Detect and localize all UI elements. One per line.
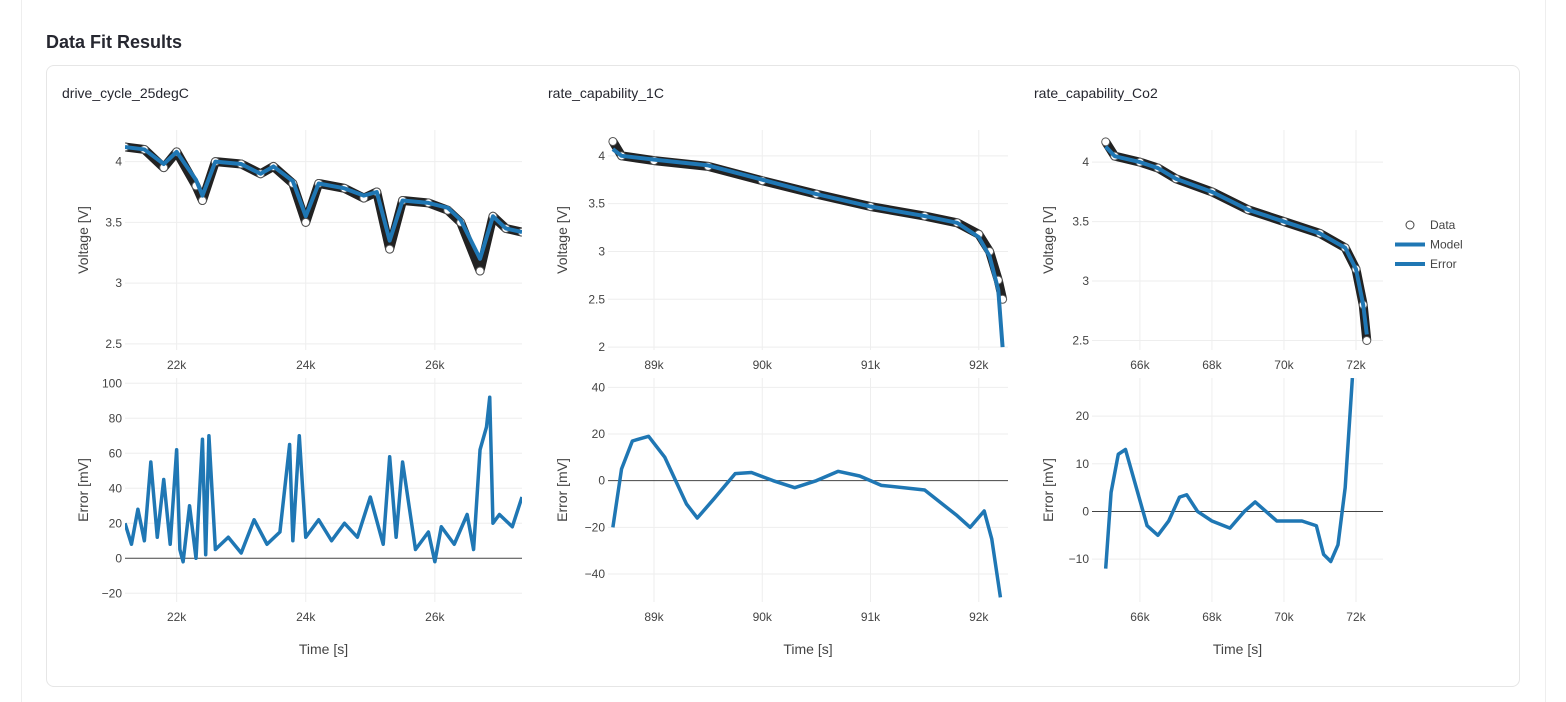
x-tick-label: 26k bbox=[425, 358, 445, 372]
data-point bbox=[475, 266, 485, 276]
y-tick-label: 3 bbox=[1082, 274, 1089, 288]
y-tick-label: 10 bbox=[1076, 457, 1090, 471]
legend-data-icon bbox=[1405, 220, 1415, 230]
y-tick-label: −20 bbox=[585, 520, 606, 534]
error-axis-title: Error [mV] bbox=[1040, 458, 1056, 522]
x-tick-label: 24k bbox=[296, 358, 316, 372]
y-tick-label: 20 bbox=[592, 427, 606, 441]
y-tick-label: 3.5 bbox=[105, 215, 122, 229]
section-title: Data Fit Results bbox=[46, 32, 183, 52]
y-tick-label: 2.5 bbox=[105, 337, 122, 351]
model-series bbox=[611, 147, 1005, 348]
y-tick-label: 3.5 bbox=[1072, 215, 1089, 229]
y-tick-label: 60 bbox=[109, 446, 123, 460]
model-series bbox=[125, 145, 522, 261]
x-tick-label: 91k bbox=[861, 610, 881, 624]
x-tick-label: 89k bbox=[644, 358, 664, 372]
data-point bbox=[301, 217, 311, 227]
x-tick-label: 72k bbox=[1346, 358, 1366, 372]
x-tick-label: 68k bbox=[1202, 358, 1222, 372]
y-tick-label: 2.5 bbox=[1072, 333, 1089, 347]
data-series bbox=[1101, 139, 1372, 341]
y-tick-label: 40 bbox=[592, 380, 606, 394]
data-point bbox=[1362, 335, 1372, 345]
x-axis-title: Time [s] bbox=[1213, 641, 1262, 657]
x-tick-label: 92k bbox=[969, 610, 989, 624]
y-tick-label: 20 bbox=[1076, 409, 1090, 423]
y-tick-label: −10 bbox=[1069, 552, 1090, 566]
x-tick-label: 89k bbox=[644, 610, 664, 624]
voltage-axis-title: Voltage [V] bbox=[75, 206, 91, 274]
y-tick-label: −20 bbox=[102, 586, 123, 600]
y-tick-label: 3 bbox=[598, 244, 605, 258]
error-axis-title: Error [mV] bbox=[75, 458, 91, 522]
x-tick-label: 66k bbox=[1130, 358, 1150, 372]
x-tick-label: 91k bbox=[861, 358, 881, 372]
x-tick-label: 70k bbox=[1274, 610, 1294, 624]
x-axis-title: Time [s] bbox=[783, 641, 832, 657]
data-point bbox=[608, 136, 618, 146]
y-tick-label: 20 bbox=[109, 516, 123, 530]
x-tick-label: 92k bbox=[969, 358, 989, 372]
y-tick-label: 4 bbox=[1082, 155, 1089, 169]
legend-item-data[interactable]: Data bbox=[1430, 218, 1456, 232]
x-tick-label: 70k bbox=[1274, 358, 1294, 372]
y-tick-label: 3.5 bbox=[588, 197, 605, 211]
y-tick-label: 2 bbox=[598, 340, 605, 354]
left-divider bbox=[21, 0, 22, 702]
x-tick-label: 26k bbox=[425, 610, 445, 624]
error-series bbox=[125, 395, 522, 564]
x-axis-title: Time [s] bbox=[299, 641, 348, 657]
plot-title-rate-co2: rate_capability_Co2 bbox=[1034, 85, 1158, 101]
x-tick-label: 68k bbox=[1202, 610, 1222, 624]
results-card bbox=[46, 65, 1520, 687]
x-tick-label: 24k bbox=[296, 610, 316, 624]
x-tick-label: 72k bbox=[1346, 610, 1366, 624]
model-series bbox=[1104, 145, 1369, 335]
plot-title-rate-1c: rate_capability_1C bbox=[548, 85, 664, 101]
y-tick-label: 4 bbox=[115, 155, 122, 169]
error-axis-title: Error [mV] bbox=[554, 458, 570, 522]
voltage-axis-title: Voltage [V] bbox=[1040, 206, 1056, 274]
legend-item-model[interactable]: Model bbox=[1430, 238, 1463, 252]
right-divider bbox=[1545, 0, 1546, 702]
error-series bbox=[1103, 378, 1355, 569]
plot-title-drive-cycle: drive_cycle_25degC bbox=[62, 85, 189, 101]
y-tick-label: 0 bbox=[1082, 504, 1089, 518]
y-tick-label: 4 bbox=[598, 149, 605, 163]
x-tick-label: 90k bbox=[753, 358, 773, 372]
y-tick-label: 3 bbox=[115, 276, 122, 290]
data-point bbox=[197, 195, 207, 205]
y-tick-label: 80 bbox=[109, 411, 123, 425]
legend-item-error[interactable]: Error bbox=[1430, 257, 1457, 271]
x-tick-label: 22k bbox=[167, 358, 187, 372]
y-tick-label: 0 bbox=[598, 474, 605, 488]
voltage-axis-title: Voltage [V] bbox=[554, 206, 570, 274]
x-tick-label: 66k bbox=[1130, 610, 1150, 624]
x-tick-label: 22k bbox=[167, 610, 187, 624]
y-tick-label: −40 bbox=[585, 567, 606, 581]
x-tick-label: 90k bbox=[753, 610, 773, 624]
y-tick-label: 100 bbox=[102, 376, 122, 390]
y-tick-label: 40 bbox=[109, 481, 123, 495]
y-tick-label: 0 bbox=[115, 551, 122, 565]
y-tick-label: 2.5 bbox=[588, 292, 605, 306]
error-series bbox=[611, 434, 1003, 598]
data-point bbox=[1101, 137, 1111, 147]
data-point bbox=[385, 244, 395, 254]
